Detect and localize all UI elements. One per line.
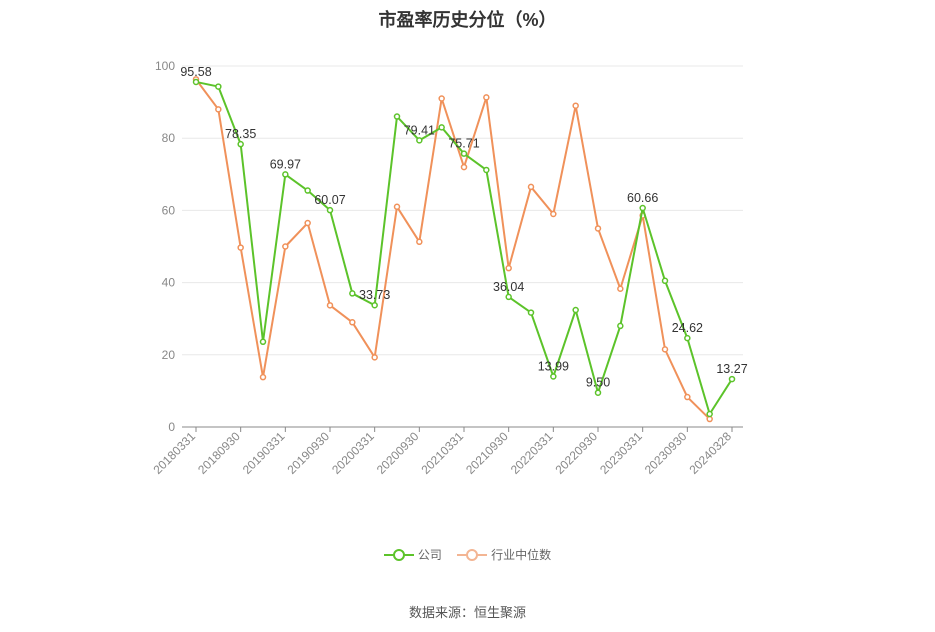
series-1-point — [483, 94, 490, 101]
legend-label-company: 公司 — [417, 548, 442, 562]
data-label: 75.71 — [448, 137, 479, 151]
series-0-point — [460, 150, 468, 157]
series-0-point — [527, 309, 535, 316]
legend-line-circle-icon — [383, 548, 414, 561]
series-0-point — [259, 338, 267, 346]
series-0-point — [371, 301, 378, 309]
series-0-point — [483, 166, 490, 174]
series-1-point — [617, 285, 624, 292]
data-label: 13.27 — [716, 362, 747, 376]
data-label: 36.04 — [493, 280, 524, 294]
x-tick-label: 20200331 — [329, 429, 377, 477]
data-label: 24.62 — [672, 321, 703, 335]
data-label: 13.99 — [538, 359, 569, 373]
series-1-point — [572, 102, 579, 109]
series-1-point — [661, 346, 669, 353]
x-tick-label: 20230930 — [642, 429, 690, 477]
data-label: 9.50 — [586, 376, 610, 390]
series-1-point — [371, 354, 378, 361]
series-0-point — [192, 78, 200, 86]
series-1-point — [237, 244, 244, 251]
data-label: 60.07 — [314, 193, 345, 207]
x-tick-label: 20190930 — [284, 429, 332, 477]
x-tick-label: 20190331 — [240, 429, 288, 477]
series-1-point — [416, 238, 423, 246]
data-label: 69.97 — [270, 157, 301, 171]
series-0-point — [550, 373, 557, 380]
series-0-point — [304, 187, 311, 194]
legend: 公司 行业中位数 — [0, 546, 935, 565]
x-tick-label: 20210331 — [418, 429, 466, 477]
series-1-point — [393, 203, 401, 211]
series-0-point — [572, 306, 579, 314]
series-1-point — [505, 264, 512, 272]
series-1-point — [527, 183, 535, 191]
y-tick-label: 0 — [168, 420, 175, 434]
series-1-point — [304, 219, 311, 227]
series-0-point — [438, 124, 445, 131]
x-tick-label: 20180331 — [150, 429, 198, 477]
y-tick-label: 20 — [162, 348, 176, 362]
series-0-point — [617, 322, 624, 330]
series-1-point — [349, 319, 356, 326]
series-1-point — [438, 95, 445, 102]
data-label: 79.41 — [404, 123, 435, 137]
y-tick-label: 40 — [162, 276, 176, 290]
data-label: 33.73 — [359, 288, 390, 302]
data-label: 60.66 — [627, 191, 658, 205]
series-0-point — [684, 334, 691, 342]
legend-item-company[interactable]: 公司 — [383, 546, 442, 563]
x-tick-label: 20200930 — [374, 429, 422, 477]
chart-title: 市盈率历史分位（%） — [378, 10, 557, 30]
legend-label-industry: 行业中位数 — [491, 548, 552, 562]
data-source: 数据来源：恒生聚源 — [408, 605, 526, 620]
data-label: 95.58 — [180, 65, 211, 79]
x-tick-label: 20220930 — [552, 429, 600, 477]
series-1-point — [282, 243, 289, 250]
series-0-point — [237, 140, 244, 148]
legend-line-circle-icon — [457, 548, 488, 561]
series-1-point — [550, 210, 557, 218]
series-0-point — [594, 389, 602, 396]
legend-item-industry[interactable]: 行业中位数 — [457, 546, 551, 563]
series-0-point — [393, 113, 401, 120]
x-tick-label: 20220331 — [508, 429, 556, 477]
series-0-point — [326, 206, 334, 214]
series-1-point — [326, 302, 334, 309]
series-1-point — [460, 163, 468, 171]
series-1-point — [594, 225, 602, 232]
series-0-point — [639, 204, 646, 212]
x-tick-label: 20240328 — [686, 429, 734, 477]
series-0-point — [706, 410, 713, 418]
y-tick-label: 80 — [162, 131, 176, 145]
x-tick-label: 20210930 — [463, 429, 511, 477]
series-0-point — [416, 137, 423, 144]
data-label: 78.35 — [225, 127, 256, 141]
series-0-point — [505, 293, 512, 301]
y-tick-label: 60 — [162, 203, 176, 217]
series-0-point — [661, 277, 669, 285]
series-1-point — [259, 373, 267, 381]
series-line-1 — [195, 78, 711, 420]
series-0-point — [728, 375, 736, 383]
series-1-point — [215, 106, 222, 113]
x-tick-label: 20180930 — [195, 429, 243, 477]
series-1-point — [684, 393, 691, 401]
series-0-point — [215, 83, 222, 90]
series-0-point — [349, 290, 356, 297]
series-line-0 — [195, 80, 733, 416]
y-tick-label: 100 — [155, 59, 175, 73]
x-tick-label: 20230331 — [597, 429, 645, 477]
series-0-point — [282, 171, 289, 178]
series-1-point — [706, 415, 713, 423]
